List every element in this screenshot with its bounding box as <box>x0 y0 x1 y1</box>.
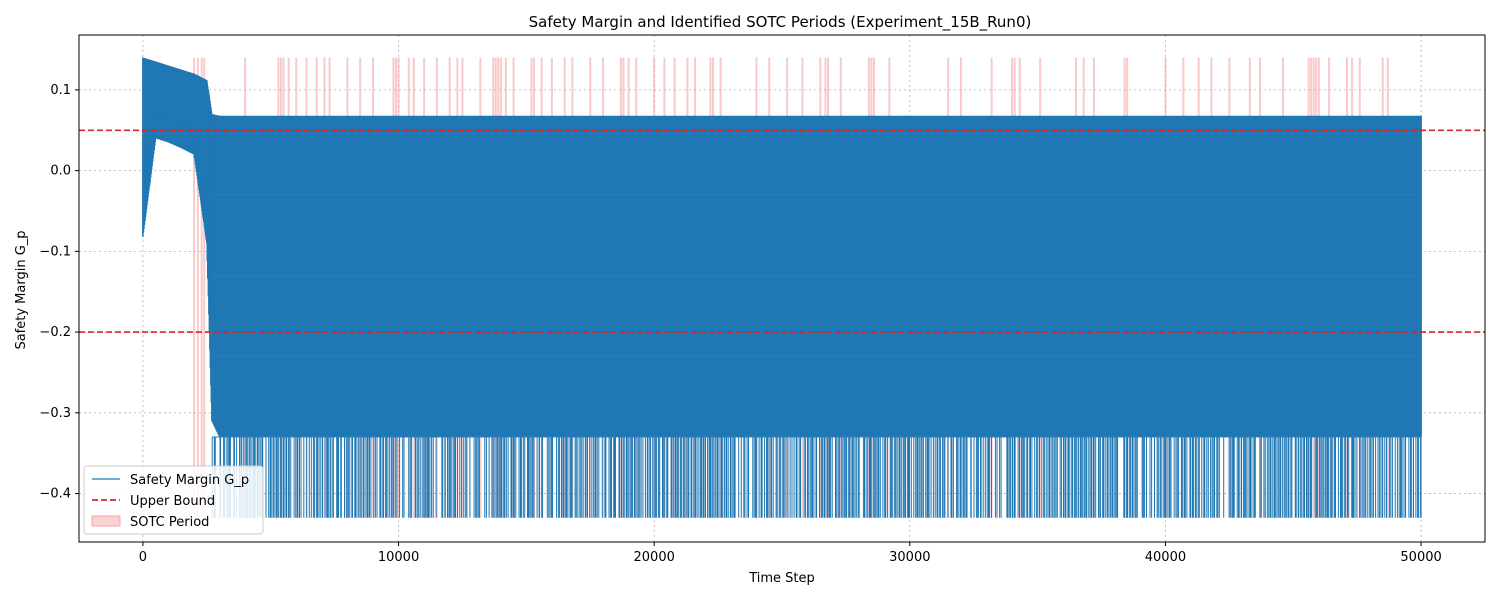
y-axis-label: Safety Margin G_p <box>14 230 29 349</box>
x-tick-label: 20000 <box>634 550 675 565</box>
legend: Safety Margin G_p Upper Bound SOTC Perio… <box>83 465 264 535</box>
series-excursions <box>211 437 1422 518</box>
x-tick-label: 0 <box>139 550 147 565</box>
y-tick-label: −0.2 <box>39 325 71 340</box>
y-tick-label: −0.3 <box>39 406 71 421</box>
chart-title: Safety Margin and Identified SOTC Period… <box>529 13 1032 32</box>
y-tick-label: 0.0 <box>50 164 71 179</box>
x-tick-label: 50000 <box>1400 550 1441 565</box>
legend-label-sotc-period: SOTC Period <box>130 515 209 530</box>
legend-label-upper-bound: Upper Bound <box>130 494 215 509</box>
reference-lines <box>79 129 1485 333</box>
plot-frame <box>78 34 1486 543</box>
x-tick-label: 10000 <box>378 550 419 565</box>
series-safety-margin <box>142 57 1422 518</box>
sotc-period-span <box>196 57 199 518</box>
x-tick-label: 30000 <box>889 550 930 565</box>
sotc-period-span <box>203 57 206 518</box>
legend-box <box>83 465 264 535</box>
y-tick-label: −0.1 <box>39 244 71 259</box>
sotc-period-span <box>200 57 203 518</box>
x-tick-label: 40000 <box>1145 550 1186 565</box>
x-axis-label: Time Step <box>748 571 815 586</box>
y-tick-label: 0.1 <box>50 83 71 98</box>
y-tick-label: −0.4 <box>39 487 71 502</box>
legend-swatch-sotc-period <box>91 515 121 527</box>
legend-label-safety-margin: Safety Margin G_p <box>130 473 249 488</box>
sotc-period-span <box>193 57 196 518</box>
axis-ticks: 0 10000 20000 30000 40000 50000 −0.4 −0.3 −0.2 −0… <box>39 83 1441 565</box>
